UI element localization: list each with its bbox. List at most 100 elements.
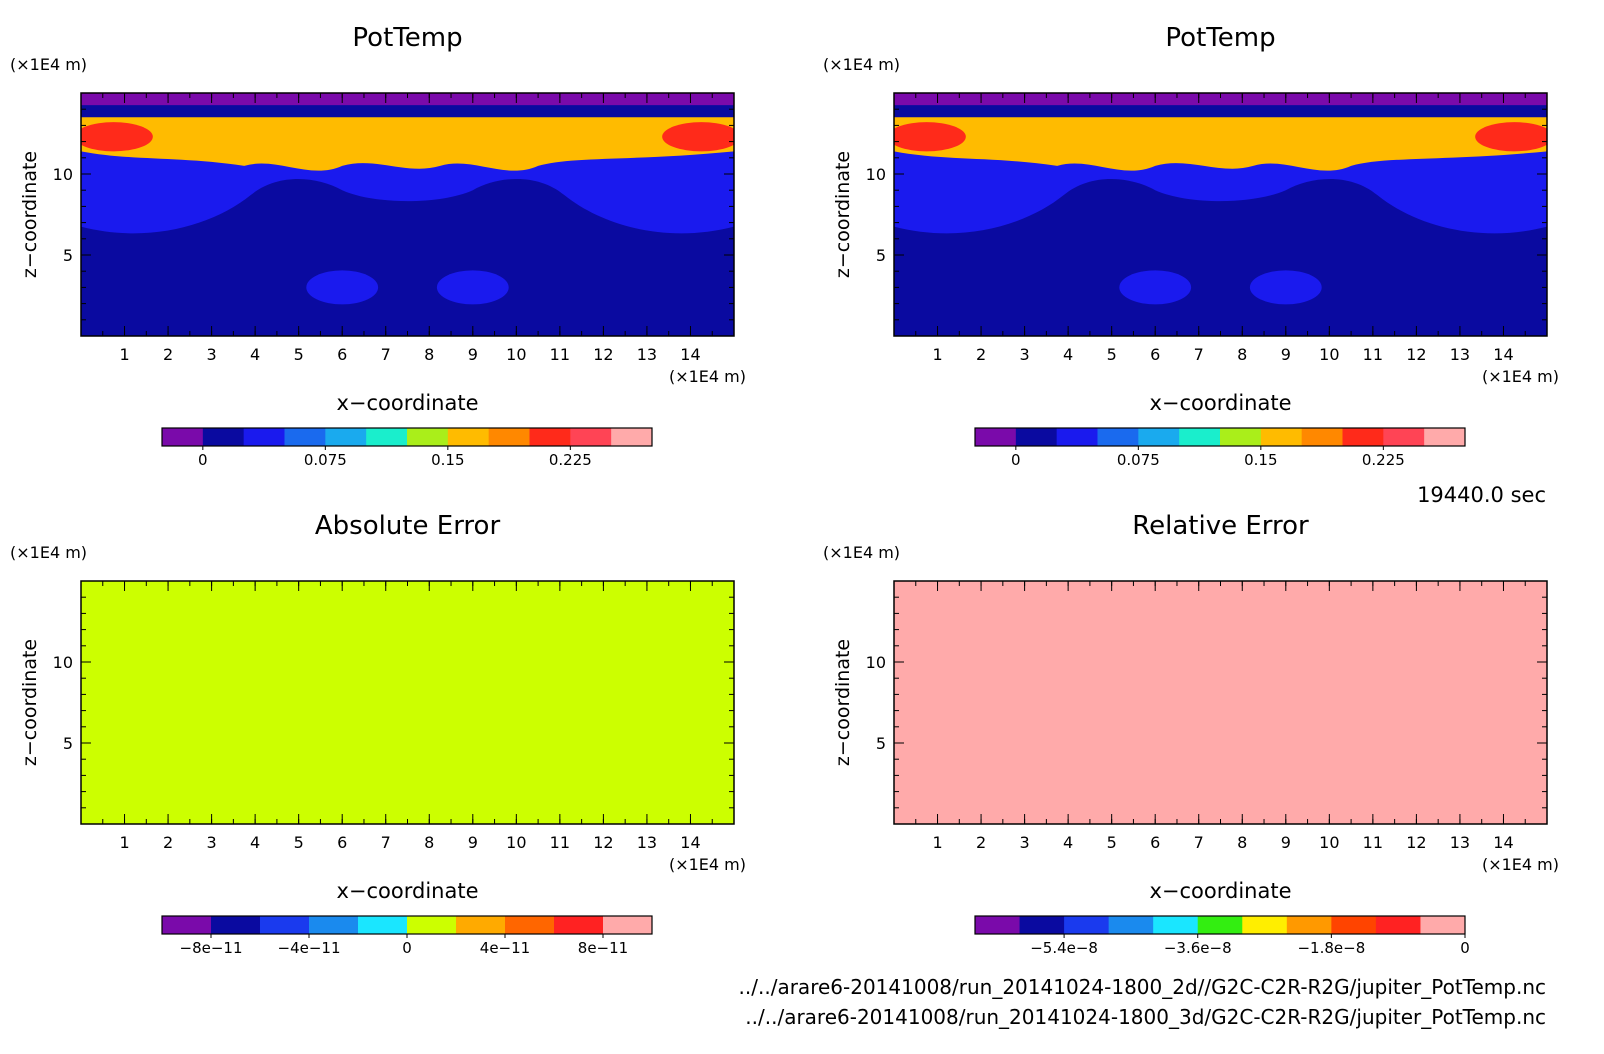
colorbar-tick-label: 0.225	[549, 451, 592, 469]
x-tick-label: 13	[637, 345, 657, 364]
y-unit-label: (×1E4 m)	[10, 543, 87, 562]
colorbar-cell	[325, 428, 367, 446]
y-unit-label: (×1E4 m)	[823, 543, 900, 562]
field	[894, 581, 1547, 824]
colorbar-cell	[447, 428, 490, 446]
y-axis-label: z−coordinate	[832, 151, 854, 278]
x-axis-label: x−coordinate	[1149, 391, 1291, 415]
y-tick-label: 10	[866, 653, 886, 672]
field-upper-band	[81, 117, 734, 171]
colorbar-cell	[1301, 428, 1343, 446]
colorbar-cell	[243, 428, 285, 446]
field	[894, 93, 1547, 336]
colorbar-cell	[211, 916, 261, 934]
field-hotspot-left	[81, 122, 153, 152]
x-tick-label: 11	[550, 833, 570, 852]
x-tick-label: 2	[976, 345, 986, 364]
x-tick-label: 9	[1281, 833, 1291, 852]
colorbar-cell	[488, 428, 530, 446]
colorbar-tick-label: −3.6e−8	[1164, 939, 1232, 957]
file-path-1: ../../arare6-20141008/run_20141024-1800_…	[739, 975, 1546, 999]
colorbar-cell	[1424, 428, 1466, 446]
colorbar-tick-label: −1.8e−8	[1297, 939, 1365, 957]
colorbar-cell	[554, 916, 604, 934]
field-blob-left	[306, 270, 379, 305]
x-tick-label: 12	[593, 833, 613, 852]
colorbar-cell	[1015, 428, 1058, 446]
colorbar-cell	[603, 916, 653, 934]
colorbar-cell	[162, 916, 212, 934]
field-top-edge	[81, 93, 734, 106]
colorbar-cell	[1331, 916, 1377, 934]
colorbar-cell	[1260, 428, 1303, 446]
x-tick-label: 8	[1237, 833, 1247, 852]
x-tick-label: 2	[976, 833, 986, 852]
colorbar-cell	[309, 916, 359, 934]
x-tick-label: 4	[250, 833, 260, 852]
colorbar-cell	[1342, 428, 1384, 446]
colorbar-cell	[1242, 916, 1288, 934]
colorbar-tick-label: 0.225	[1362, 451, 1405, 469]
colorbar-tick-label: −5.4e−8	[1030, 939, 1098, 957]
x-tick-label: 12	[1406, 345, 1426, 364]
x-tick-label: 14	[680, 833, 700, 852]
colorbar-tick-label: 8e−11	[578, 939, 628, 957]
x-tick-label: 12	[593, 345, 613, 364]
colorbar-cell	[1197, 916, 1243, 934]
x-tick-label: 6	[337, 345, 347, 364]
x-tick-label: 4	[1063, 345, 1073, 364]
panel-title: PotTemp	[1165, 23, 1275, 53]
x-axis-label: x−coordinate	[1149, 879, 1291, 903]
x-unit-label: (×1E4 m)	[669, 367, 746, 386]
field-blob-right	[1249, 270, 1322, 305]
x-tick-label: 6	[337, 833, 347, 852]
x-tick-label: 9	[468, 345, 478, 364]
field-hotspot-right	[1475, 122, 1547, 152]
x-tick-label: 10	[506, 833, 526, 852]
panel-title: PotTemp	[352, 23, 462, 53]
field-top-edge	[894, 93, 1547, 106]
colorbar-tick-label: 0	[198, 451, 208, 469]
colorbar-cell	[260, 916, 310, 934]
x-tick-label: 8	[424, 833, 434, 852]
x-tick-label: 11	[550, 345, 570, 364]
panel-4: Relative Error(×1E4 m)1 2 3 4 5 6 7 8 9 10 11 12 13 1…	[823, 511, 1559, 957]
x-tick-label: 10	[1319, 833, 1339, 852]
x-tick-label: 7	[381, 833, 391, 852]
field-hotspot-left	[894, 122, 966, 152]
colorbar-cell	[358, 916, 408, 934]
x-tick-label: 6	[1150, 345, 1160, 364]
x-tick-label: 3	[1020, 345, 1030, 364]
y-tick-label: 10	[866, 165, 886, 184]
y-axis-label: z−coordinate	[832, 639, 854, 766]
colorbar-cell	[407, 916, 457, 934]
field	[81, 93, 734, 336]
colorbar-cell	[407, 428, 449, 446]
colorbar-cell	[1056, 428, 1098, 446]
y-tick-label: 10	[53, 653, 73, 672]
x-unit-label: (×1E4 m)	[669, 855, 746, 874]
y-tick-label: 5	[876, 246, 886, 265]
colorbar-cell	[1375, 916, 1421, 934]
panel-3: Absolute Error(×1E4 m)1 2 3 4 5 6 7 8 9 10 11 12 13 1…	[10, 511, 746, 957]
x-tick-label: 5	[1107, 833, 1117, 852]
colorbar-cell	[1097, 428, 1139, 446]
colorbar-cell	[366, 428, 408, 446]
x-tick-label: 11	[1363, 833, 1383, 852]
colorbar-cell	[202, 428, 245, 446]
y-axis-label: z−coordinate	[19, 151, 41, 278]
x-tick-label: 1	[119, 345, 129, 364]
colorbar-cell	[529, 428, 571, 446]
x-tick-label: 3	[207, 833, 217, 852]
y-tick-label: 10	[53, 165, 73, 184]
colorbar-tick-label: 0.075	[304, 451, 347, 469]
x-tick-label: 6	[1150, 833, 1160, 852]
x-tick-label: 11	[1363, 345, 1383, 364]
x-tick-label: 7	[381, 345, 391, 364]
colorbar-cell	[1019, 916, 1065, 934]
colorbar-cell	[570, 428, 612, 446]
x-unit-label: (×1E4 m)	[1482, 367, 1559, 386]
x-tick-label: 4	[250, 345, 260, 364]
field-hotspot-right	[662, 122, 734, 152]
